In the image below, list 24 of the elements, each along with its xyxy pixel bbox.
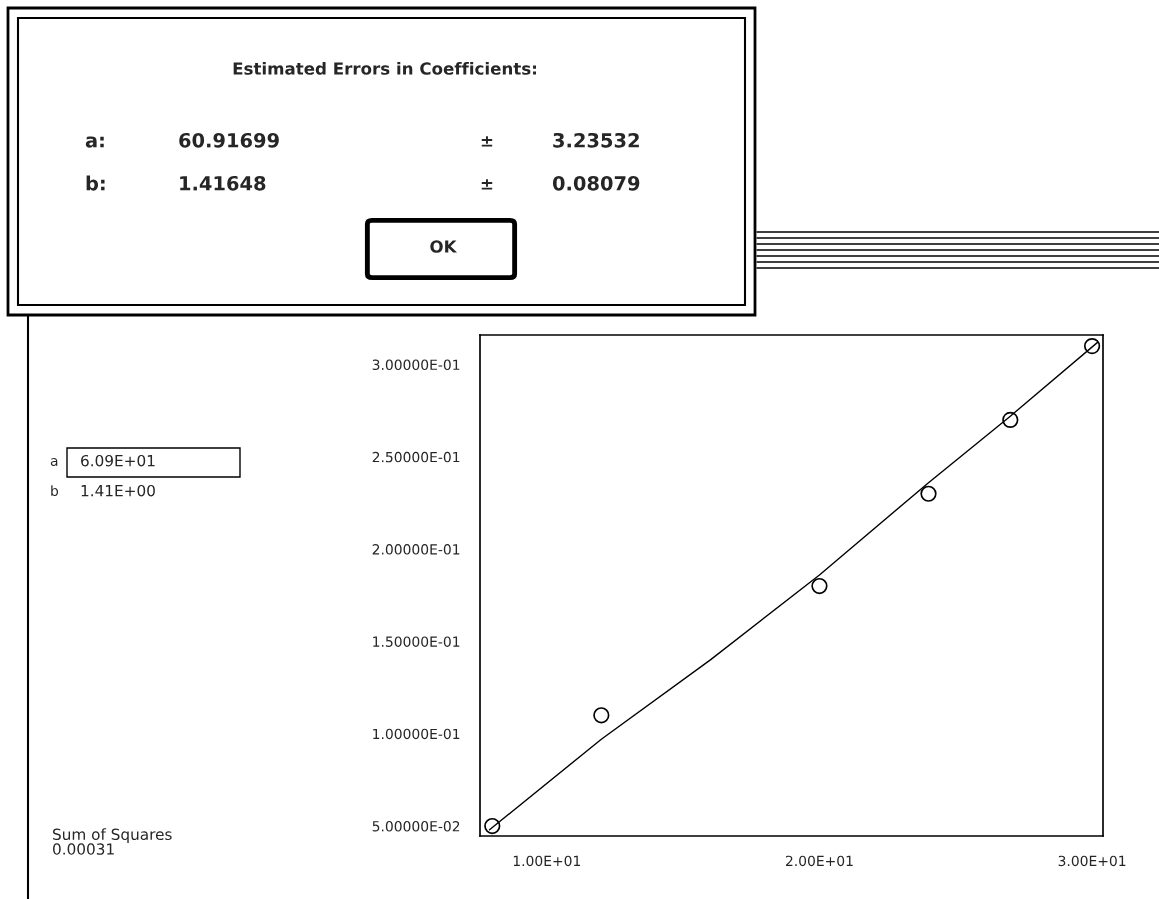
text: 1.41E+00 bbox=[81, 484, 155, 497]
y-tick-label: 3.00000E-01 bbox=[372, 359, 460, 371]
text: 6.09E+01 bbox=[81, 454, 155, 467]
text: 1.41648 bbox=[180, 175, 266, 191]
text: ± bbox=[481, 136, 493, 147]
text: b bbox=[51, 485, 59, 497]
y-tick-label: 2.50000E-01 bbox=[372, 451, 460, 463]
y-tick-label: 5.00000E-02 bbox=[372, 821, 460, 832]
text: 3.23532 bbox=[553, 132, 639, 148]
y-tick-label: 1.00000E-01 bbox=[373, 728, 460, 740]
y-tick-label: 1.50000E-01 bbox=[373, 636, 460, 647]
y-tick-label: 2.00000E-01 bbox=[372, 544, 460, 555]
text: Estimated Errors in Coefficients: bbox=[233, 61, 536, 75]
text: ± bbox=[481, 179, 493, 190]
text: b: bbox=[86, 175, 105, 191]
text: OK bbox=[430, 240, 458, 253]
x-tick-label: 1.00E+01 bbox=[513, 855, 581, 867]
text: Sum of Squares 0.00031 bbox=[53, 828, 172, 855]
x-tick-label: 2.00E+01 bbox=[785, 855, 853, 867]
text: 0.08079 bbox=[552, 175, 640, 191]
text: 60.91699 bbox=[179, 132, 279, 148]
text: a: bbox=[85, 136, 104, 148]
text: a bbox=[50, 458, 58, 467]
x-tick-label: 3.00E+01 bbox=[1058, 855, 1126, 867]
